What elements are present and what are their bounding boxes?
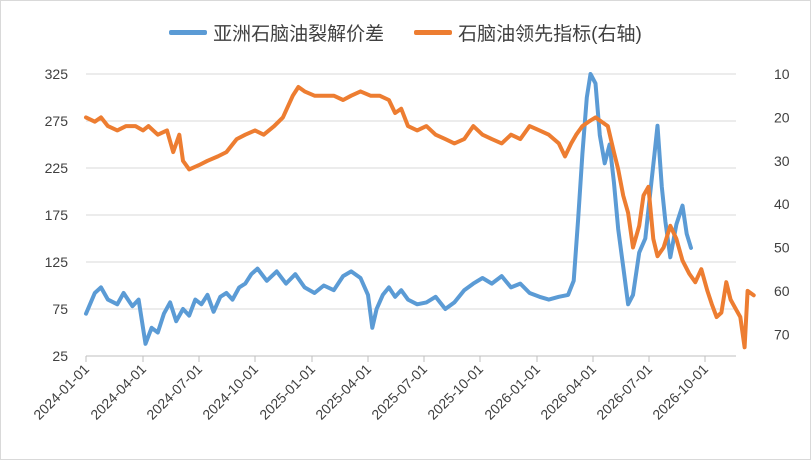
legend-item-series-1: 亚洲石脑油裂解价差 (169, 19, 384, 46)
legend: 亚洲石脑油裂解价差 石脑油领先指标(右轴) (1, 19, 810, 46)
y-right-tick-label: 40 (774, 196, 790, 212)
y-right-tick-label: 60 (774, 283, 790, 299)
y-left-tick-label: 225 (45, 160, 69, 176)
legend-label-series-1: 亚洲石脑油裂解价差 (213, 24, 385, 45)
x-tick-label: 2024-04-01 (87, 361, 149, 423)
x-tick-label: 2025-07-01 (368, 361, 430, 423)
y-left-tick-label: 175 (45, 207, 69, 223)
x-tick-label: 2025-04-01 (312, 361, 374, 423)
y-left-tick-label: 275 (45, 113, 69, 129)
y-left-tick-label: 75 (52, 301, 68, 317)
x-tick-label: 2025-01-01 (256, 361, 318, 423)
x-tick-label: 2026-01-01 (481, 361, 543, 423)
y-right-tick-label: 10 (774, 66, 790, 82)
legend-swatch-series-2 (414, 30, 453, 35)
x-tick-label: 2024-01-01 (30, 361, 92, 423)
y-left-tick-label: 325 (45, 66, 69, 82)
x-tick-label: 2026-04-01 (537, 361, 599, 423)
x-tick-label: 2024-10-01 (199, 361, 261, 423)
legend-swatch-series-1 (169, 30, 208, 35)
x-tick-label: 2025-10-01 (424, 361, 486, 423)
y-right-tick-label: 50 (774, 240, 790, 256)
series-line-1 (84, 72, 693, 346)
x-tick-label: 2026-07-01 (593, 361, 655, 423)
y-right-tick-label: 30 (774, 153, 790, 169)
y-left-tick-label: 25 (52, 348, 68, 364)
y-left-tick-label: 125 (45, 254, 69, 270)
x-tick-label: 2026-10-01 (649, 361, 711, 423)
legend-item-series-2: 石脑油领先指标(右轴) (414, 19, 642, 46)
series-line-2 (84, 85, 756, 350)
legend-label-series-2: 石脑油领先指标(右轴) (458, 24, 642, 45)
y-right-tick-label: 20 (774, 109, 790, 125)
x-tick-label: 2024-07-01 (143, 361, 205, 423)
y-right-tick-label: 70 (774, 326, 790, 342)
